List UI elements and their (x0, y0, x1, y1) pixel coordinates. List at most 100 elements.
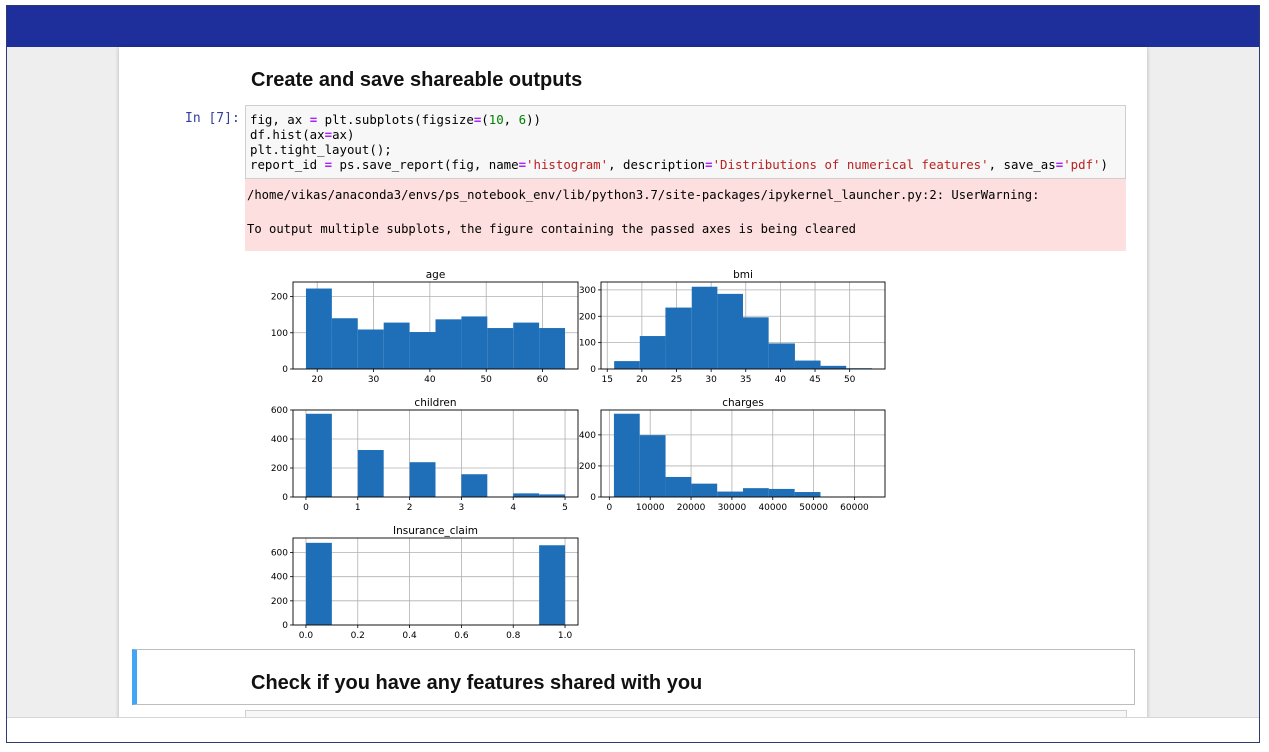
x-tick-label: 20 (311, 375, 323, 385)
histogram-bar (383, 322, 410, 369)
notebook-header-bar (7, 6, 1259, 47)
x-tick-label: 40000 (758, 503, 787, 513)
histogram-bar (305, 542, 332, 625)
x-tick-label: 5 (562, 503, 568, 513)
histogram-bar (794, 492, 821, 497)
section-heading-create: Create and save shareable outputs (251, 69, 583, 91)
axes-frame (292, 281, 579, 370)
histogram-bar (357, 450, 384, 497)
x-tick-label: 50000 (799, 503, 828, 513)
notebook-container[interactable]: Create and save shareable outputs In [7]… (119, 47, 1147, 730)
y-tick-label: 0 (590, 365, 596, 375)
y-tick-label: 600 (271, 549, 288, 559)
histogram-bar (639, 435, 666, 497)
histogram-bar (665, 307, 692, 369)
histogram-bar (794, 360, 821, 369)
x-tick-label: 25 (671, 375, 682, 385)
y-tick-label: 100 (579, 339, 596, 349)
y-tick-label: 400 (579, 431, 596, 441)
x-tick-label: 30 (705, 375, 717, 385)
x-tick-label: 30000 (718, 503, 747, 513)
x-tick-label: 4 (510, 503, 516, 513)
y-tick-label: 600 (271, 406, 288, 416)
histogram-bar (691, 286, 718, 369)
code-cell-input[interactable]: fig, ax = plt.subplots(figsize=(10, 6)) … (245, 105, 1126, 179)
subplot-title: charges (722, 397, 764, 409)
histogram-panel-insurance_claim: 0.0 0.2 0.4 0.6 0.8 1.0 0 200 400 600 Insurance_cl… (271, 525, 579, 641)
histogram-bar (743, 317, 769, 369)
subplot-title: children (414, 397, 456, 409)
markdown-cell-selected[interactable]: Check if you have any features shared wi… (132, 649, 1135, 705)
y-tick-label: 200 (579, 312, 596, 322)
x-tick-label: 0.8 (506, 631, 521, 641)
subplot-title: age (426, 269, 446, 281)
histogram-bar (513, 493, 540, 497)
histogram-bar (409, 462, 436, 497)
axes-frame (292, 409, 579, 498)
histogram-panel-age: 20 30 40 50 60 0 100 200 age (271, 269, 579, 385)
histogram-bar (717, 491, 744, 497)
subplot-title: bmi (733, 269, 753, 281)
y-tick-label: 0 (282, 621, 288, 631)
y-tick-label: 0 (282, 493, 288, 503)
histogram-bar (331, 318, 358, 369)
input-prompt: In [7]: (185, 111, 240, 126)
axes-frame (600, 281, 886, 370)
x-tick-label: 2 (407, 503, 413, 513)
x-tick-label: 50 (480, 375, 492, 385)
x-tick-label: 50 (844, 375, 856, 385)
histogram-bar (539, 328, 566, 369)
histogram-bar (539, 494, 566, 497)
y-tick-label: 200 (579, 462, 596, 472)
histogram-bar (305, 288, 332, 369)
histogram-bar (357, 329, 384, 369)
histogram-bar (435, 319, 462, 369)
warning-line: /home/vikas/anaconda3/envs/ps_notebook_e… (247, 188, 1040, 202)
x-tick-label: 0.2 (351, 631, 365, 641)
x-tick-label: 20 (636, 375, 648, 385)
histogram-bar (613, 413, 640, 497)
histogram-bar (461, 474, 488, 497)
x-tick-label: 0.6 (454, 631, 469, 641)
x-tick-label: 0.4 (402, 631, 417, 641)
x-tick-label: 20000 (677, 503, 706, 513)
y-tick-label: 300 (579, 286, 596, 296)
x-tick-label: 60 (537, 375, 549, 385)
histogram-bar (768, 343, 795, 369)
x-tick-label: 40 (775, 375, 787, 385)
y-tick-label: 200 (271, 464, 288, 474)
histogram-bar (768, 488, 795, 497)
histogram-bar (409, 332, 436, 369)
histogram-bar (665, 476, 692, 497)
histogram-bar (717, 293, 743, 369)
histogram-bar (614, 361, 640, 369)
histogram-bar (639, 336, 666, 369)
stderr-warning-output: /home/vikas/anaconda3/envs/ps_notebook_e… (245, 179, 1126, 251)
x-tick-label: 30 (368, 375, 380, 385)
y-tick-label: 400 (271, 573, 288, 583)
subplot-title: Insurance_claim (393, 525, 478, 537)
y-tick-label: 400 (271, 435, 288, 445)
histogram-panel-bmi: 15 20 25 30 35 40 45 50 0 100 200 300 bmi (579, 269, 886, 385)
histogram-bar (539, 545, 566, 625)
x-tick-label: 0 (606, 503, 612, 513)
histogram-bar (487, 328, 514, 369)
bottom-strip (7, 717, 1259, 742)
x-tick-label: 10000 (636, 503, 665, 513)
histogram-panel-charges: 0 10000 20000 30000 40000 50000 60000 0 200 400 ch… (579, 397, 886, 513)
histogram-bar (743, 488, 769, 497)
section-heading-check: Check if you have any features shared wi… (251, 672, 703, 694)
x-tick-label: 1.0 (558, 631, 573, 641)
histogram-bar (691, 483, 718, 497)
warning-line: To output multiple subplots, the figure … (247, 222, 857, 236)
x-tick-label: 60000 (840, 503, 869, 513)
y-tick-label: 200 (271, 293, 288, 303)
histogram-bar (820, 365, 847, 369)
y-tick-label: 0 (590, 493, 596, 503)
x-tick-label: 3 (459, 503, 465, 513)
y-tick-label: 0 (282, 365, 288, 375)
x-tick-label: 40 (424, 375, 436, 385)
histogram-panel-children: 0 1 2 3 4 5 0 200 400 600 children (271, 397, 579, 513)
axes-frame (600, 409, 886, 498)
